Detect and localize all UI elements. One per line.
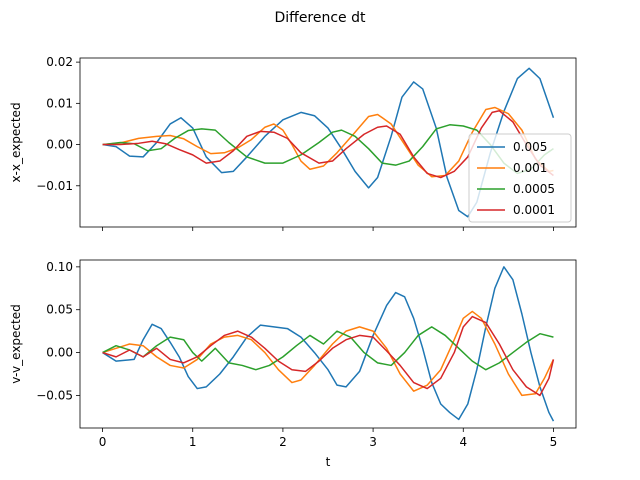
y-tick-label: −0.05 bbox=[36, 388, 73, 402]
top-subplot: −0.010.000.010.02x-x_expected 0.0050.0010… bbox=[9, 55, 577, 231]
y-tick-label: 0.02 bbox=[46, 55, 73, 69]
x-axis-label: t bbox=[326, 455, 331, 469]
legend-label-0-0001: 0.0001 bbox=[513, 203, 555, 217]
series-group bbox=[102, 266, 555, 422]
y-tick-label: 0.00 bbox=[46, 138, 73, 152]
x-tick-label: 5 bbox=[550, 435, 558, 449]
series-line-0-001 bbox=[102, 310, 555, 397]
y-axis-label: x-x_expected bbox=[9, 102, 23, 182]
y-tick-label: 0.10 bbox=[46, 260, 73, 274]
legend-label-0-0005: 0.0005 bbox=[513, 182, 555, 196]
legend: 0.005 0.001 0.0005 0.0001 bbox=[468, 133, 572, 223]
legend-label-0-005: 0.005 bbox=[513, 140, 547, 154]
y-tick-label: −0.01 bbox=[36, 179, 73, 193]
x-tick-label: 2 bbox=[279, 435, 287, 449]
legend-label-0-001: 0.001 bbox=[513, 161, 547, 175]
series-line-0-0005 bbox=[102, 326, 554, 371]
axes-frame bbox=[79, 259, 577, 429]
y-axis-label: v-v_expected bbox=[9, 304, 23, 383]
y-tick-label: 0.01 bbox=[46, 96, 73, 110]
y-tick-label: 0.05 bbox=[46, 303, 73, 317]
series-line-0-001 bbox=[102, 106, 554, 178]
series-line-0-0001 bbox=[102, 110, 554, 179]
x-tick-label: 0 bbox=[99, 435, 107, 449]
series-line-0-0001 bbox=[102, 315, 555, 397]
axes-frame bbox=[79, 57, 577, 228]
figure-title: Difference dt bbox=[275, 10, 367, 26]
y-tick-label: 0.00 bbox=[46, 346, 73, 360]
x-tick-label: 3 bbox=[369, 435, 377, 449]
legend-box bbox=[468, 133, 572, 223]
series-line-0-005 bbox=[102, 266, 555, 422]
x-tick-label: 1 bbox=[189, 435, 197, 449]
x-tick-label: 4 bbox=[459, 435, 467, 449]
